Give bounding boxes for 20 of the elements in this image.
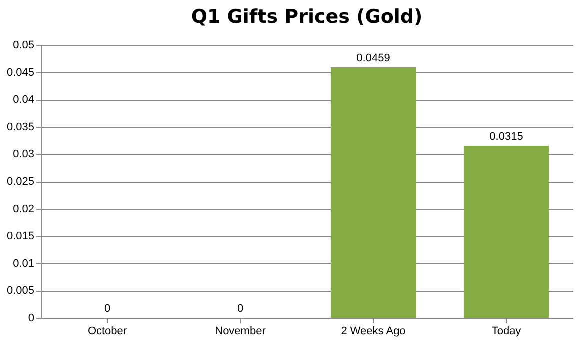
y-tick-label: 0.025 (6, 176, 34, 188)
y-tick-label: 0 (28, 312, 34, 324)
data-label: 0.0315 (490, 131, 524, 144)
y-tick-label: 0.005 (6, 285, 34, 298)
x-tick-label: Today (492, 326, 522, 338)
y-tick-label: 0.02 (13, 203, 34, 216)
y-tick-label: 0.015 (6, 230, 34, 243)
y-tick-label: 0.04 (13, 94, 34, 106)
chart-title: Q1 Gifts Prices (Gold) (191, 6, 423, 28)
y-tick-label: 0.05 (13, 40, 34, 52)
x-tick-label: October (88, 326, 128, 338)
data-label: 0 (237, 303, 244, 315)
y-tick-label: 0.01 (13, 258, 34, 270)
x-tick-label: November (215, 326, 266, 338)
y-tick-label: 0.035 (6, 121, 34, 134)
y-tick-label: 0.045 (6, 66, 34, 79)
x-tick-label: 2 Weeks Ago (341, 326, 406, 338)
data-label: 0 (104, 303, 111, 315)
data-label: 0.0459 (356, 52, 390, 64)
y-tick-label: 0.03 (13, 148, 34, 161)
